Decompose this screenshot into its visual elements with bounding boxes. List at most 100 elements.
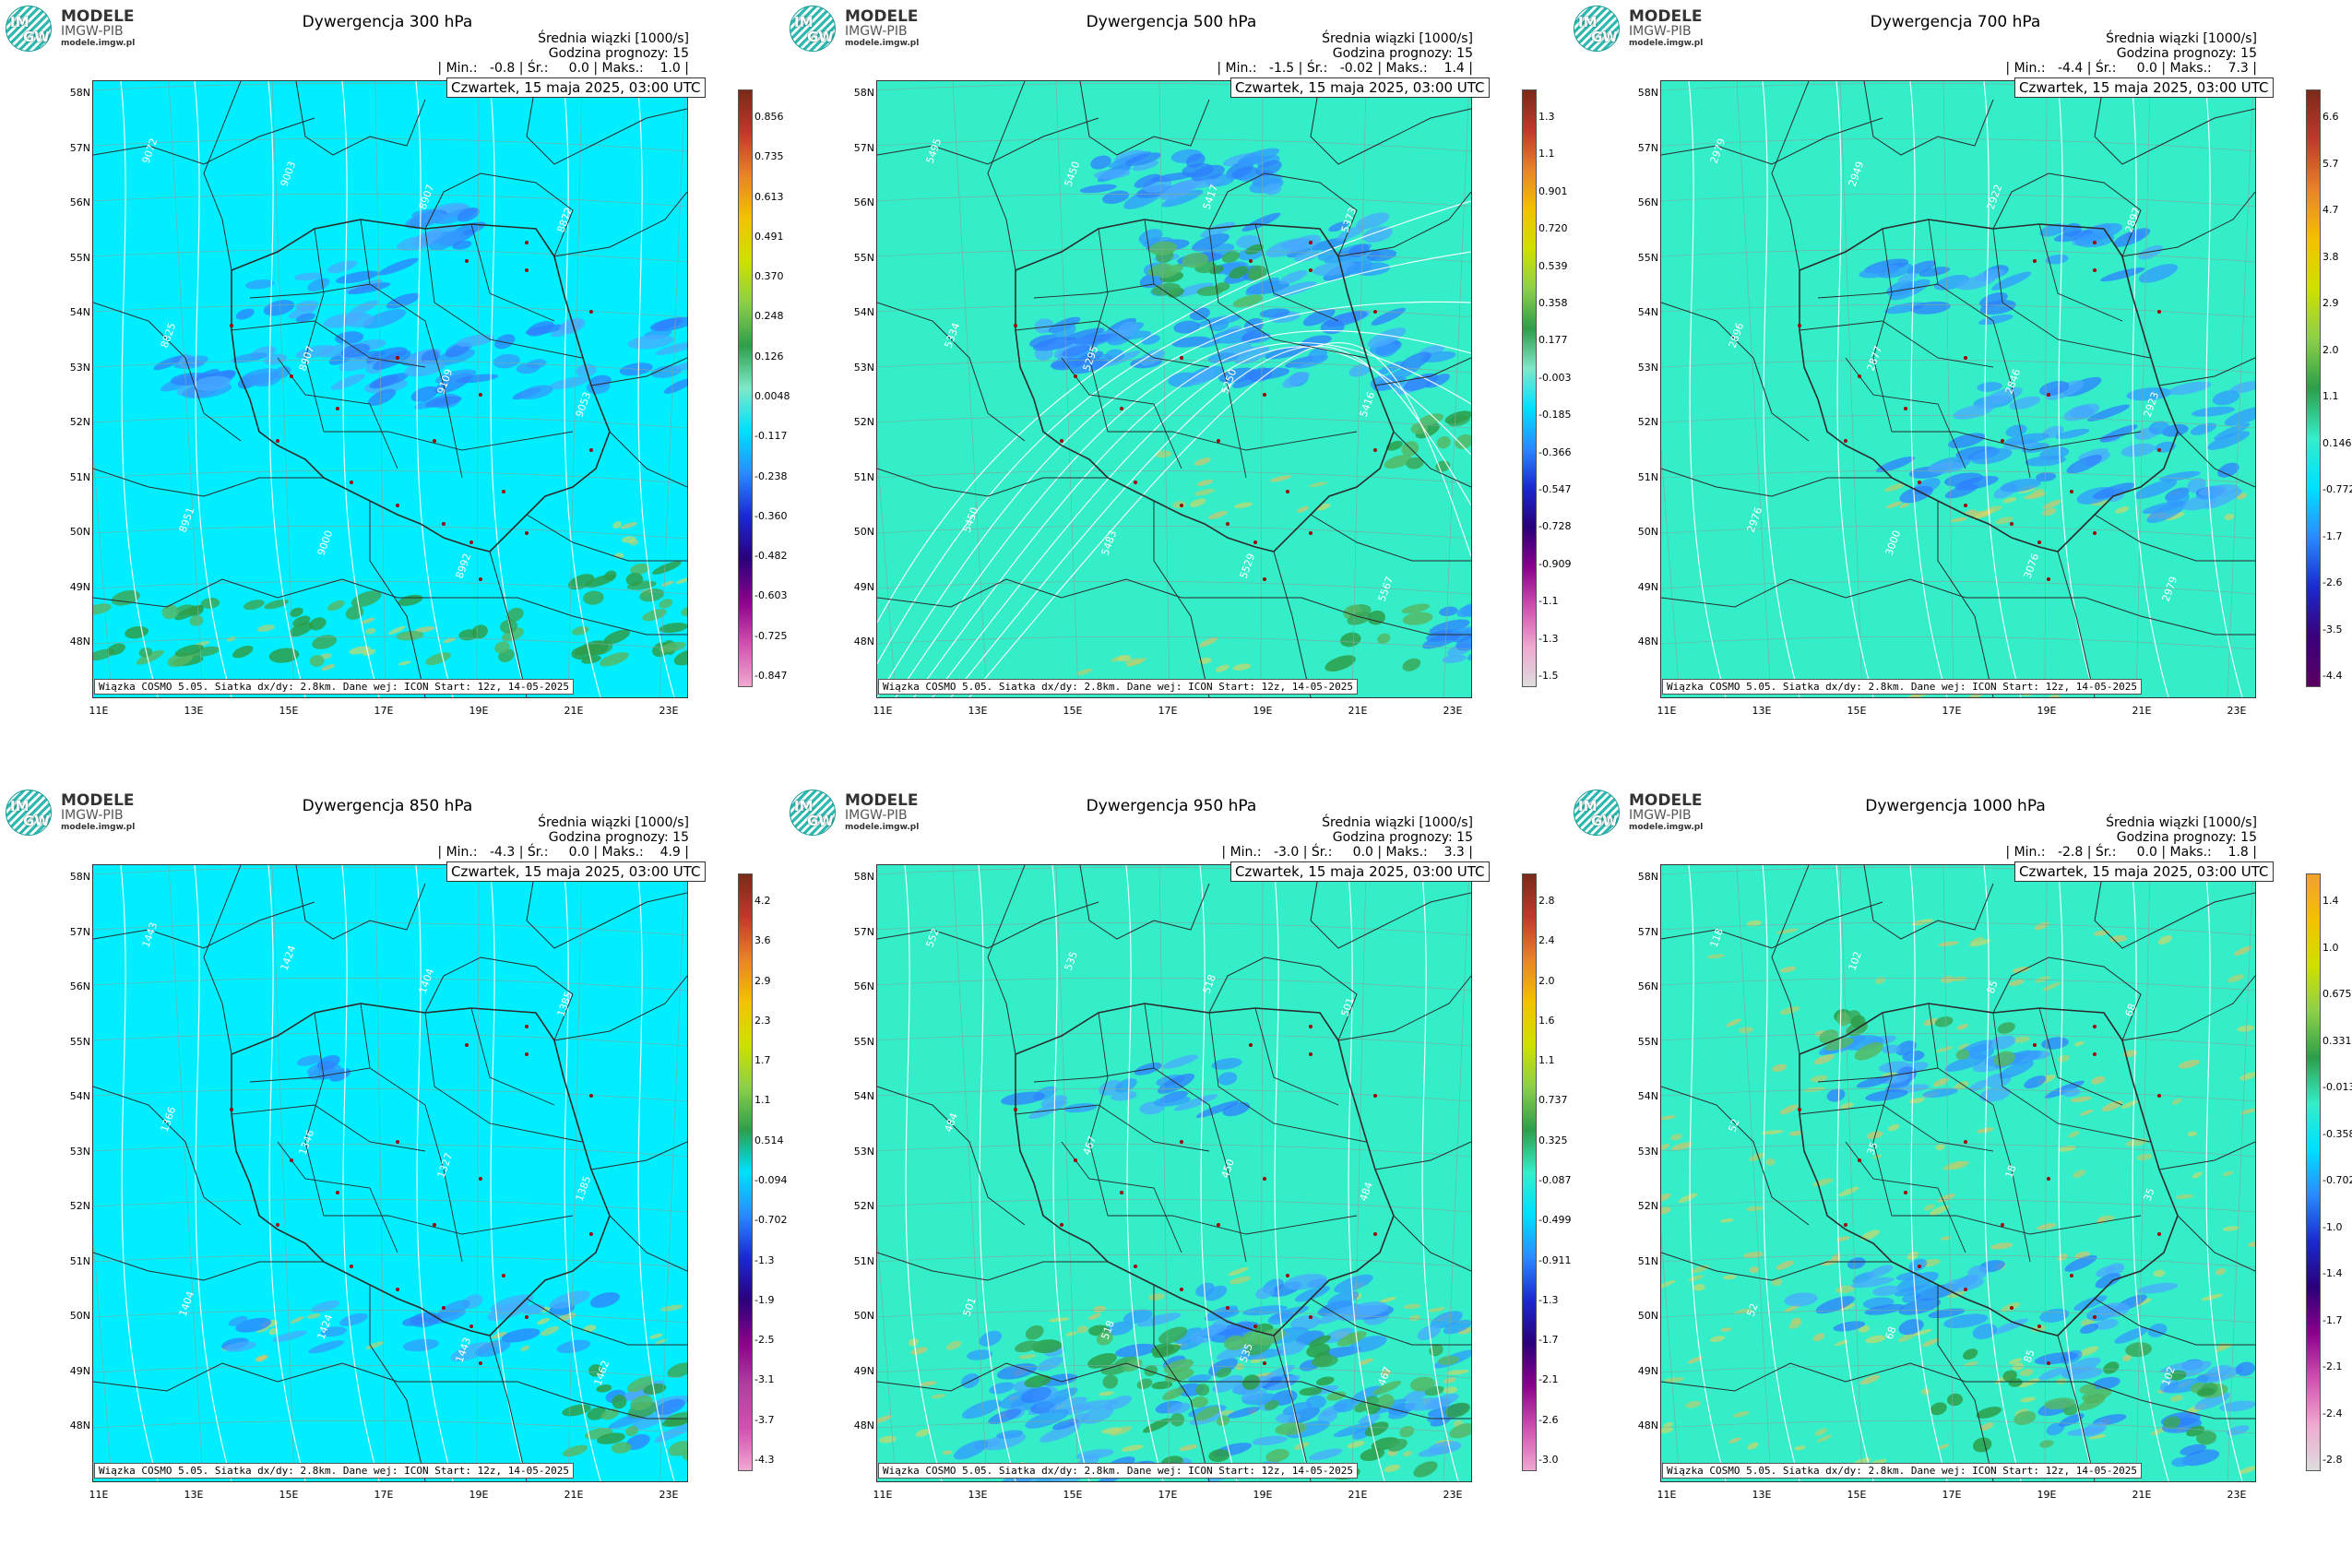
divergence-patch xyxy=(188,605,204,616)
city-marker xyxy=(2037,540,2041,544)
convergence-patch xyxy=(244,279,275,290)
logo-mark-top: IM xyxy=(10,798,30,814)
convergence-patch xyxy=(1081,1406,1114,1424)
convergence-patch xyxy=(1991,1318,2029,1335)
divergence-map[interactable]: 1443 1424 1404 1385 1366 1346 1327 1385 1404 1424… xyxy=(92,864,688,1482)
divergence-patch xyxy=(1444,1402,1470,1418)
isoline xyxy=(1688,865,1727,1481)
imgw-logo[interactable]: IM GW MODELE IMGW-PIB modele.imgw.pl xyxy=(790,790,919,836)
country-border xyxy=(489,1335,528,1481)
divergence-map[interactable]: 118 102 85 68 52 35 18 35 52 68 85 102 xyxy=(1660,864,2256,1482)
city-marker xyxy=(1217,1223,1220,1227)
country-border xyxy=(1863,81,1994,156)
latitude-label: 57N xyxy=(69,925,90,938)
longitude-line xyxy=(952,865,988,1481)
divergence-patch xyxy=(1151,1381,1173,1390)
city-marker xyxy=(336,407,339,410)
convergence-patch xyxy=(1864,1303,1906,1315)
convergence-patch xyxy=(1979,1087,2011,1102)
voivodeship-border xyxy=(1928,1003,2031,1263)
divergence-patch xyxy=(189,615,204,626)
weak-divergence-patch xyxy=(1975,510,1985,517)
city-marker xyxy=(1918,481,1921,484)
latitude-line xyxy=(93,921,687,936)
logo-line1: MODELE xyxy=(845,791,919,810)
country-border xyxy=(1661,1252,1892,1281)
longitude-line xyxy=(168,865,204,1481)
country-border xyxy=(877,1086,1026,1226)
latitude-label: 51N xyxy=(69,1254,90,1267)
city-marker xyxy=(1226,1306,1229,1310)
longitude-line xyxy=(877,446,897,697)
divergence-map[interactable]: 2979 2949 2922 2897 2896 2877 2846 2923 2976 3000… xyxy=(1660,80,2256,698)
imgw-logo[interactable]: IM GW MODELE IMGW-PIB modele.imgw.pl xyxy=(1574,790,1703,836)
weak-divergence-patch xyxy=(1155,450,1172,458)
colorbar-tick-label: 1.1 xyxy=(2322,390,2339,402)
country-border xyxy=(1771,81,1810,271)
weak-divergence-patch xyxy=(1979,1422,1994,1431)
weak-divergence-patch xyxy=(1693,1284,1705,1291)
latitude-label: 57N xyxy=(853,925,874,938)
city-marker xyxy=(396,504,399,507)
voivodeship-border xyxy=(1872,228,1893,433)
imgw-logo[interactable]: IM GW MODELE IMGW-PIB modele.imgw.pl xyxy=(6,790,135,836)
isoline xyxy=(877,301,1471,697)
divergence-patch xyxy=(1413,1461,1438,1478)
convergence-patch xyxy=(1896,1271,1939,1292)
divergence-patch xyxy=(2186,1425,2205,1437)
latitude-line xyxy=(93,1420,687,1434)
imgw-logo-icon: IM GW xyxy=(6,6,52,52)
convergence-patch xyxy=(961,1399,1003,1420)
weak-divergence-patch xyxy=(2077,1346,2099,1357)
isoline-label: 18 xyxy=(2003,1163,2019,1180)
convergence-patch xyxy=(1986,386,2023,405)
divergence-map[interactable]: 9072 9003 8907 8872 8825 8907 9109 9053 8951 9000… xyxy=(92,80,688,698)
divergence-patch xyxy=(603,629,631,645)
convergence-patch xyxy=(2094,1318,2119,1330)
weak-divergence-patch xyxy=(1840,1102,1854,1110)
divergence-patch xyxy=(1336,1331,1367,1347)
logo-mark-top: IM xyxy=(794,14,814,30)
imgw-logo[interactable]: IM GW MODELE IMGW-PIB modele.imgw.pl xyxy=(1574,6,1703,52)
weak-divergence-patch xyxy=(1709,1336,1726,1343)
logo-line3: modele.imgw.pl xyxy=(61,39,136,48)
divergence-patch xyxy=(1824,1038,1855,1051)
weak-divergence-patch xyxy=(1269,475,1291,482)
weak-divergence-patch xyxy=(622,536,636,543)
country-border xyxy=(987,865,1026,1055)
latitude-label: 55N xyxy=(69,1035,90,1048)
convergence-patch xyxy=(1218,1072,1238,1086)
convergence-patch xyxy=(1399,351,1431,371)
convergence-patch xyxy=(1889,279,1930,301)
weak-divergence-patch xyxy=(2073,1170,2086,1178)
subtitle: Średnia wiązki [1000/s] xyxy=(538,815,689,830)
divergence-patch xyxy=(1377,1394,1395,1409)
convergence-patch xyxy=(2217,462,2239,478)
divergence-patch xyxy=(2078,1395,2106,1411)
convergence-patch xyxy=(674,362,687,371)
imgw-logo-icon: IM GW xyxy=(1574,6,1620,52)
convergence-patch xyxy=(2137,1282,2179,1294)
latitude-line xyxy=(877,1309,1471,1324)
divergence-patch xyxy=(1372,1380,1402,1396)
divergence-map[interactable]: 552 535 518 501 484 467 450 484 501 518 535 467 xyxy=(876,864,1472,1482)
country-border xyxy=(1273,551,1312,697)
colorbar-tick-label: -0.185 xyxy=(1538,409,1572,422)
divergence-patch xyxy=(1195,1384,1210,1396)
country-border xyxy=(1863,865,1994,940)
convergence-patch xyxy=(475,1339,511,1358)
longitude-label: 23E xyxy=(2227,1489,2247,1501)
convergence-patch xyxy=(1140,334,1160,345)
weak-divergence-patch xyxy=(1358,1358,1374,1366)
weak-divergence-patch xyxy=(1315,503,1331,511)
weak-divergence-patch xyxy=(1065,1331,1077,1336)
divergence-map[interactable]: 5495 5450 5417 5373 5334 5295 5250 5416 5450 5483… xyxy=(876,80,1472,698)
imgw-logo[interactable]: IM GW MODELE IMGW-PIB modele.imgw.pl xyxy=(6,6,135,52)
imgw-logo[interactable]: IM GW MODELE IMGW-PIB modele.imgw.pl xyxy=(790,6,919,52)
country-border xyxy=(1310,1298,1471,1346)
weak-divergence-patch xyxy=(1954,1080,1969,1090)
city-marker xyxy=(350,481,353,484)
weak-divergence-patch xyxy=(1428,1307,1446,1313)
divergence-patch xyxy=(1159,264,1184,279)
weak-divergence-patch xyxy=(362,648,376,656)
